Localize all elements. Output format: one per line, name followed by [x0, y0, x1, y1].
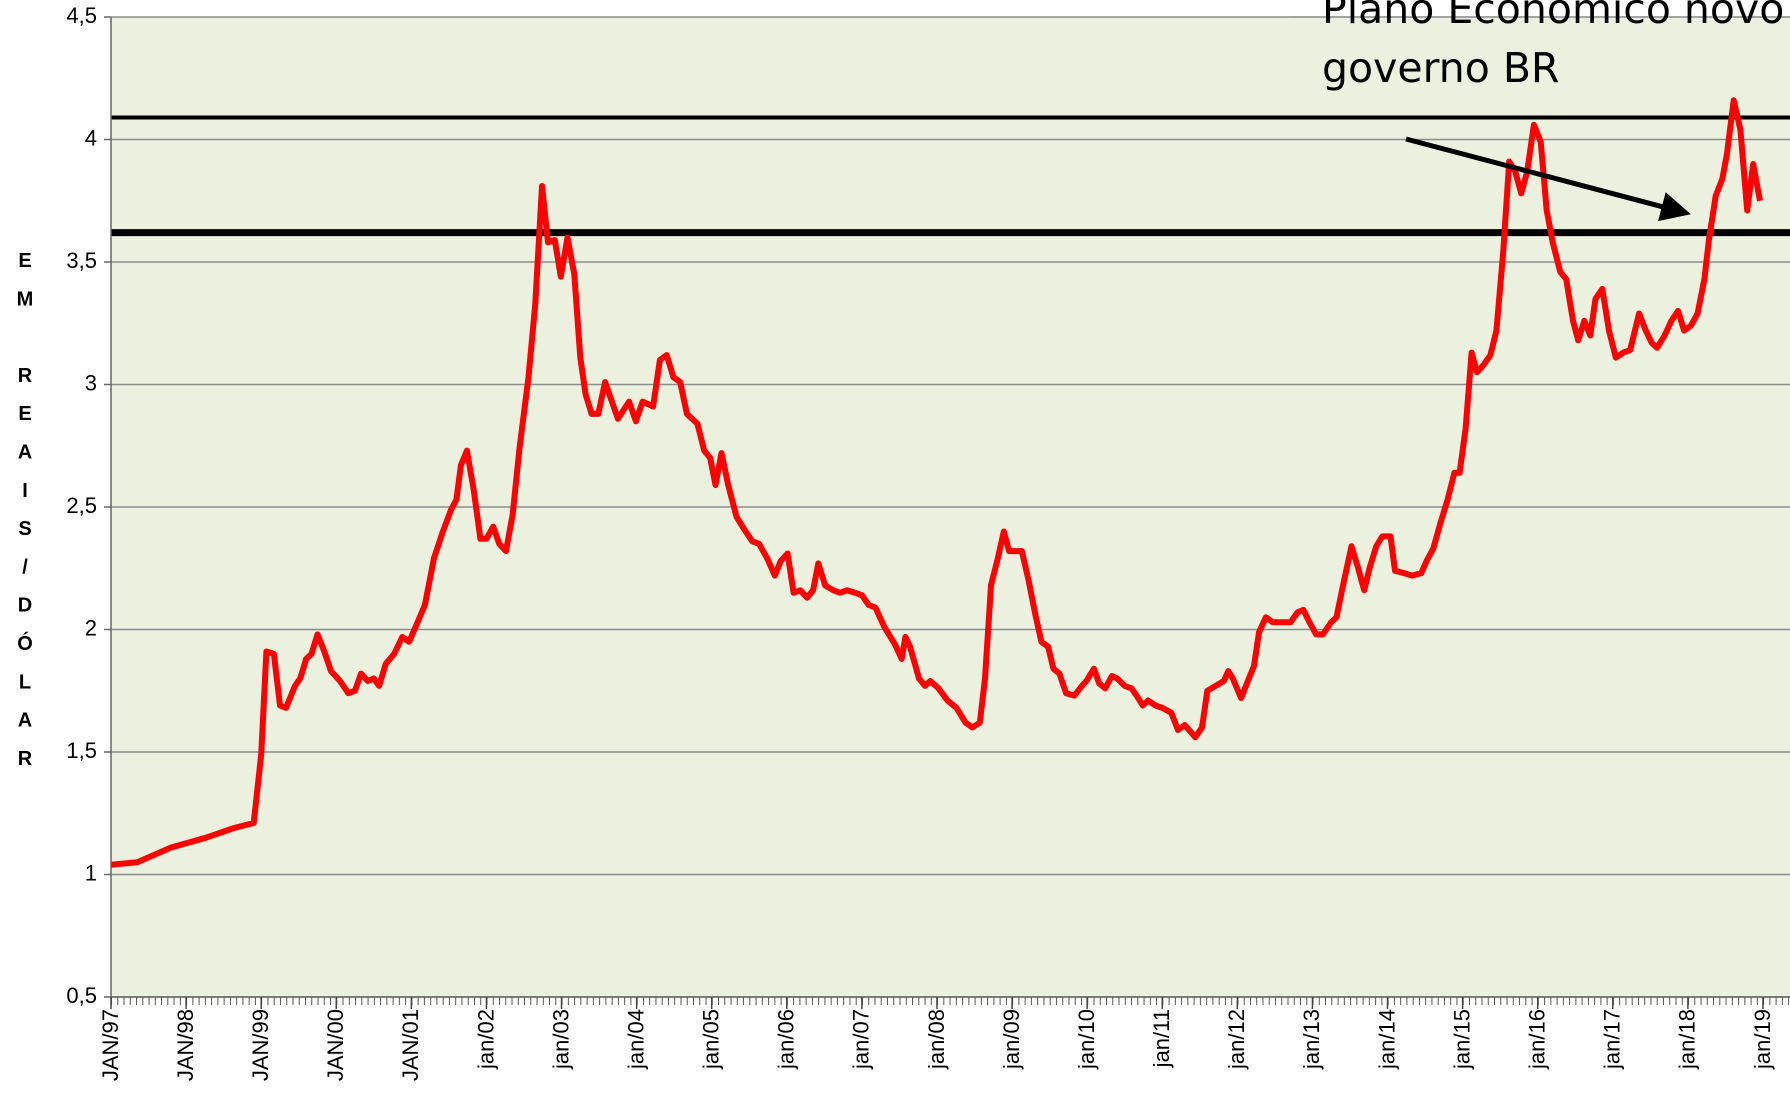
x-tick-label: jan/16: [1525, 1009, 1550, 1070]
y-tick-label: 2,5: [66, 493, 97, 518]
x-tick-label: jan/10: [1074, 1009, 1099, 1070]
annotation-line-1: Plano Econômico novo: [1322, 0, 1784, 33]
x-tick-label: JAN/01: [398, 1009, 423, 1081]
x-tick-label: JAN/99: [248, 1009, 273, 1081]
x-tick-label: jan/19: [1750, 1009, 1775, 1070]
x-tick-label: jan/11: [1149, 1009, 1174, 1068]
x-tick-label: jan/03: [548, 1009, 573, 1070]
y-tick-label: 4,5: [66, 3, 97, 28]
x-tick-label: JAN/97: [98, 1009, 123, 1081]
annotation-line-2: governo BR: [1322, 44, 1559, 92]
x-tick-label: jan/02: [473, 1009, 498, 1070]
x-tick-label: jan/04: [623, 1009, 648, 1070]
exchange-rate-line: [110, 97, 1763, 868]
x-tick-label: jan/08: [924, 1009, 949, 1070]
x-tick-label: jan/06: [774, 1009, 799, 1070]
x-tick-label: jan/18: [1675, 1009, 1700, 1070]
annotation-arrow: [1405, 136, 1691, 222]
x-tick-label: jan/17: [1600, 1009, 1625, 1070]
x-tick-label: jan/12: [1224, 1009, 1249, 1070]
x-minor-ticks: [111, 997, 1790, 1005]
y-tick-label: 1: [85, 860, 97, 885]
x-tick-label: jan/09: [999, 1009, 1024, 1070]
x-tick-label: jan/05: [699, 1009, 724, 1070]
x-tick-label: JAN/98: [173, 1009, 198, 1081]
y-tick-label: 2: [85, 615, 97, 640]
x-tick-label: jan/14: [1374, 1009, 1399, 1070]
y-tick-label: 3,5: [66, 248, 97, 273]
x-tick-label: jan/07: [849, 1009, 874, 1070]
y-tick-label: 1,5: [66, 738, 97, 763]
x-tick-label: JAN/00: [323, 1009, 348, 1081]
x-tick-label: jan/15: [1449, 1009, 1474, 1070]
x-tick-label: jan/13: [1299, 1009, 1324, 1070]
y-tick-label: 4: [85, 125, 97, 150]
y-tick-label: 3: [85, 370, 97, 395]
y-tick-label: 0,5: [66, 983, 97, 1008]
